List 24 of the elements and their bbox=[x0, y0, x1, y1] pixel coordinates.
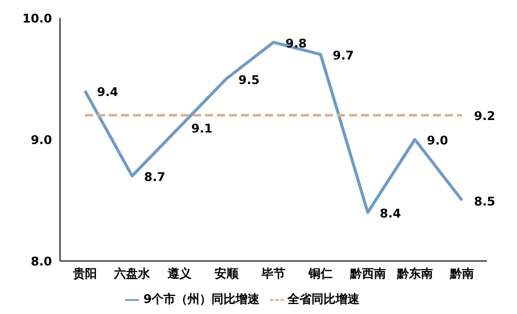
x-tick-label: 六盘水 bbox=[113, 266, 152, 281]
data-label: 8.5 bbox=[474, 194, 496, 208]
y-tick-label: 8.0 bbox=[30, 254, 52, 268]
data-label: 9.1 bbox=[191, 121, 213, 136]
y-tick-label: 10.0 bbox=[22, 11, 52, 26]
x-tick-label: 黔东南 bbox=[396, 266, 433, 281]
x-tick-label: 安顺 bbox=[214, 266, 240, 281]
legend-label: 9个市（州）同比增速 bbox=[143, 292, 260, 306]
data-label: 9.2 bbox=[474, 109, 496, 124]
data-label: 9.5 bbox=[238, 72, 260, 87]
x-tick-label: 遵义 bbox=[166, 266, 192, 281]
data-label: 8.4 bbox=[380, 206, 402, 220]
data-label: 9.8 bbox=[286, 36, 307, 50]
x-tick-label: 黔西南 bbox=[348, 266, 386, 281]
data-label: 9.4 bbox=[97, 84, 118, 99]
y-tick-label: 9.0 bbox=[30, 132, 52, 147]
data-label: 8.7 bbox=[144, 170, 166, 184]
data-label: 9.7 bbox=[332, 48, 354, 62]
legend-label: 全省同比增速 bbox=[288, 292, 360, 306]
x-tick-label: 毕节 bbox=[260, 266, 286, 281]
x-tick-label: 贵阳 bbox=[72, 266, 97, 281]
data-label: 9.0 bbox=[426, 134, 448, 148]
x-tick-label: 黔南 bbox=[449, 266, 474, 281]
x-tick-label: 铜仁 bbox=[308, 266, 333, 281]
